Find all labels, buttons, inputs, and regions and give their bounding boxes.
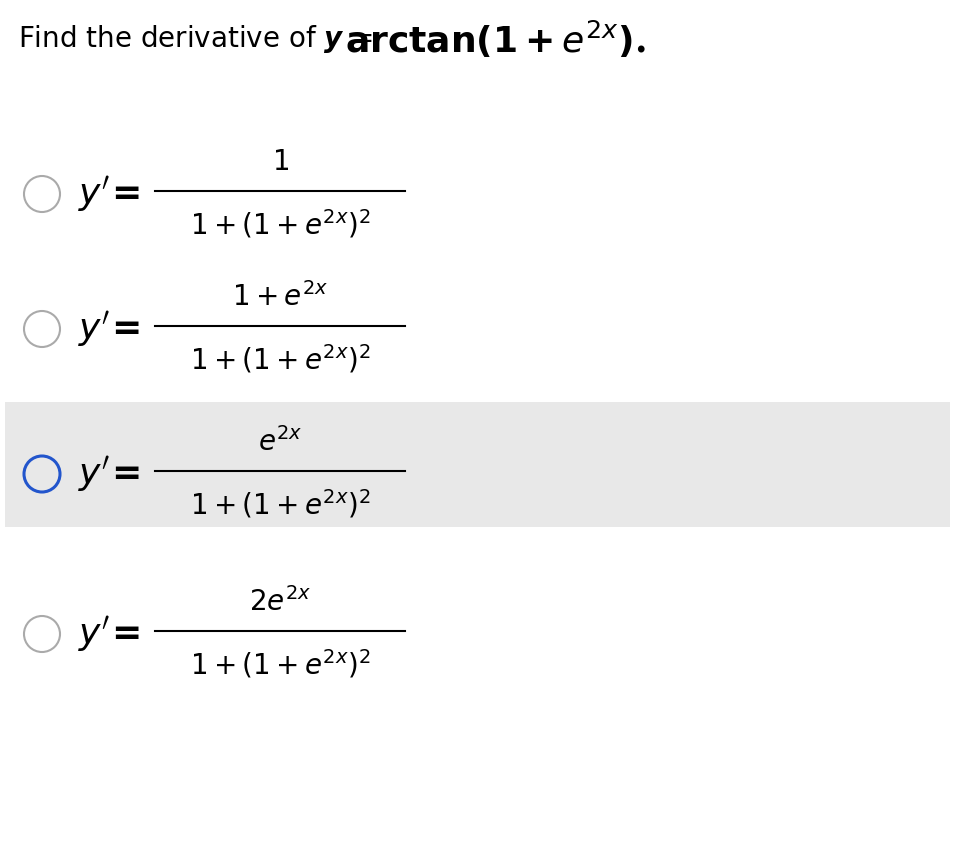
Text: $1+(1+e^{2x})^2$: $1+(1+e^{2x})^2$ [189, 487, 370, 520]
Text: $1+(1+e^{2x})^2$: $1+(1+e^{2x})^2$ [189, 647, 370, 681]
Text: $e^{2x}$: $e^{2x}$ [258, 427, 302, 457]
Text: $2e^{2x}$: $2e^{2x}$ [249, 587, 311, 617]
Text: $\boldsymbol{y'\!=\!}$: $\boldsymbol{y'\!=\!}$ [78, 614, 140, 654]
FancyBboxPatch shape [5, 402, 950, 526]
Text: $\boldsymbol{y'\!=\!}$: $\boldsymbol{y'\!=\!}$ [78, 454, 140, 494]
Text: $1+(1+e^{2x})^2$: $1+(1+e^{2x})^2$ [189, 342, 370, 376]
Text: Find the derivative of $\boldsymbol{y}$ =: Find the derivative of $\boldsymbol{y}$ … [18, 23, 376, 55]
Text: $\boldsymbol{y'\!=\!}$: $\boldsymbol{y'\!=\!}$ [78, 309, 140, 349]
Text: $1+(1+e^{2x})^2$: $1+(1+e^{2x})^2$ [189, 207, 370, 240]
Text: $\boldsymbol{y'\!=\!}$: $\boldsymbol{y'\!=\!}$ [78, 175, 140, 214]
Text: $1+e^{2x}$: $1+e^{2x}$ [232, 282, 328, 312]
Text: $\mathbf{arctan}\boldsymbol{(1 + e^{2x})}$.: $\mathbf{arctan}\boldsymbol{(1 + e^{2x})… [345, 18, 646, 60]
Text: $1$: $1$ [272, 148, 289, 176]
